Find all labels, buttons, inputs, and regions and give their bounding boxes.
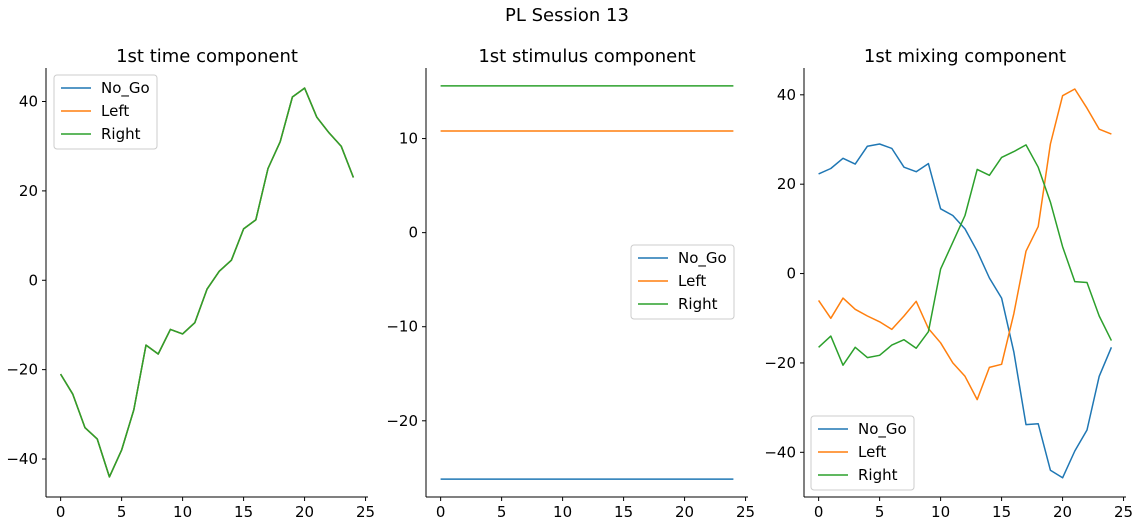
subplot-2: 1st stimulus component 0 5 10 15 20 25 −20 −10 0 1… — [386, 46, 755, 521]
legend-label: No_Go — [678, 249, 727, 268]
x-tick-label: 5 — [875, 503, 885, 521]
legend-frame — [53, 74, 158, 150]
series-line-right — [818, 144, 1113, 366]
x-tick-label: 0 — [56, 503, 66, 521]
y-tick-label: −20 — [6, 361, 38, 379]
subplot-1: 1st time component 0 5 10 15 20 25 −40 −20 0 20 40 N… — [6, 46, 375, 521]
x-tick-label: 20 — [675, 503, 694, 521]
y-tick-label: 0 — [28, 271, 38, 289]
x-tick-label: 25 — [1114, 503, 1133, 521]
x-tick-label: 20 — [295, 503, 314, 521]
subplot-3: 1st mixing component 0 5 10 15 20 25 −40 −20 0 20 4… — [764, 46, 1133, 521]
legend-label: No_Go — [858, 420, 907, 439]
y-tick-label: 10 — [399, 130, 418, 148]
y-tick-label: 40 — [777, 86, 796, 104]
series-line-right — [59, 87, 355, 478]
y-tick-label: −40 — [6, 450, 38, 468]
x-tick-label: 5 — [117, 503, 127, 521]
y-tick-label: 0 — [408, 224, 418, 242]
legend: No_Go Left Right — [630, 244, 735, 320]
series-line-left — [817, 88, 1112, 401]
x-tick-label: 15 — [614, 503, 633, 521]
x-tick-label: 10 — [931, 503, 950, 521]
y-tick-label: −10 — [386, 318, 418, 336]
x-tick-label: 20 — [1053, 503, 1072, 521]
x-tick-label: 15 — [992, 503, 1011, 521]
x-tick-label: 0 — [814, 503, 824, 521]
legend: No_Go Left Right — [53, 74, 158, 150]
subplot-title: 1st mixing component — [864, 46, 1066, 67]
legend-label: Right — [858, 466, 898, 484]
y-tick-label: 20 — [19, 182, 38, 200]
legend-label: Left — [858, 443, 886, 461]
x-tick-label: 25 — [356, 503, 375, 521]
y-tick-label: −20 — [764, 354, 796, 372]
y-tick-label: 40 — [19, 93, 38, 111]
x-tick-label: 0 — [436, 503, 446, 521]
subplot-title: 1st time component — [116, 46, 298, 67]
x-tick-label: 25 — [736, 503, 755, 521]
legend-frame — [630, 244, 735, 320]
y-tick-label: −40 — [764, 443, 796, 461]
legend: No_Go Left Right — [810, 415, 915, 491]
y-tick-label: −20 — [386, 412, 418, 430]
y-tick-label: 20 — [777, 175, 796, 193]
x-tick-label: 5 — [497, 503, 507, 521]
legend-label: Left — [101, 102, 129, 120]
x-tick-label: 15 — [234, 503, 253, 521]
legend-label: Right — [101, 125, 141, 143]
x-tick-label: 10 — [553, 503, 572, 521]
x-tick-label: 10 — [173, 503, 192, 521]
series-line-no-go — [818, 143, 1113, 479]
subplot-title: 1st stimulus component — [478, 46, 695, 67]
figure-title: PL Session 13 — [505, 5, 629, 26]
legend-label: Right — [678, 295, 718, 313]
legend-label: No_Go — [101, 79, 150, 98]
legend-frame — [810, 415, 915, 491]
y-tick-label: 0 — [786, 265, 796, 283]
legend-label: Left — [678, 272, 706, 290]
